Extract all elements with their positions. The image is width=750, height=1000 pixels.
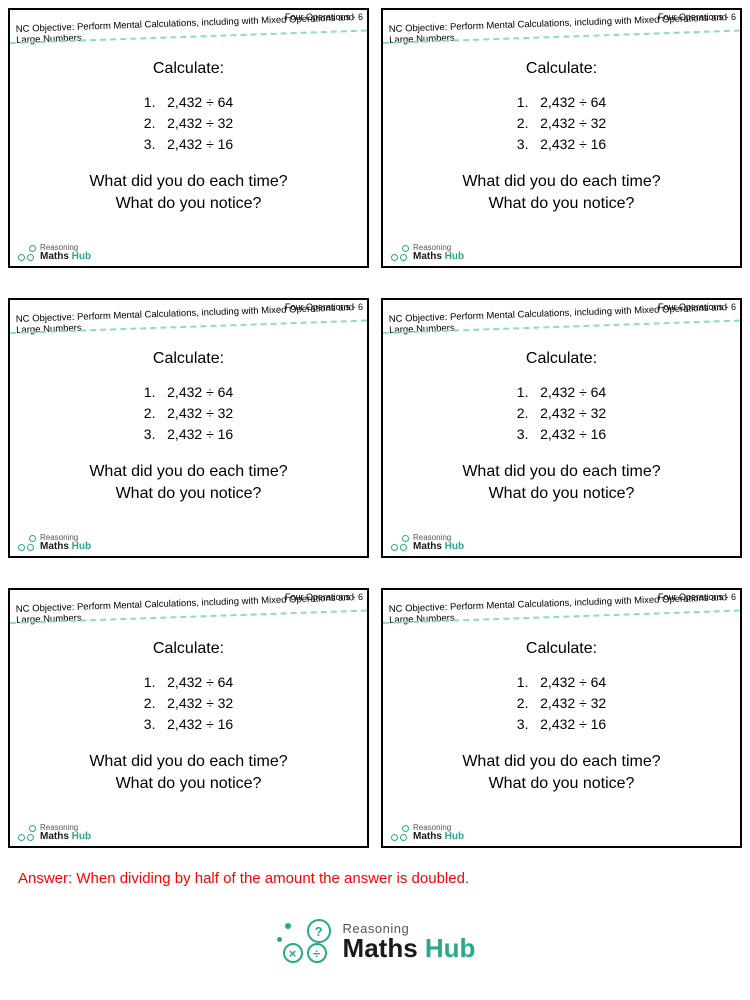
- prompt-line: What did you do each time?: [383, 171, 740, 193]
- problem-item: 3. 2,432 ÷ 16: [144, 424, 233, 445]
- worksheet-card: Four Operations - 6 NC Objective: Perfor…: [381, 8, 742, 268]
- calculate-title: Calculate:: [10, 640, 367, 658]
- logo-icon: [389, 535, 409, 551]
- card-body: Calculate: 1. 2,432 ÷ 64 2. 2,432 ÷ 32 3…: [10, 640, 367, 794]
- problem-list: 1. 2,432 ÷ 64 2. 2,432 ÷ 32 3. 2,432 ÷ 1…: [144, 382, 233, 445]
- card-body: Calculate: 1. 2,432 ÷ 64 2. 2,432 ÷ 32 3…: [10, 350, 367, 504]
- problem-item: 3. 2,432 ÷ 16: [517, 134, 606, 155]
- problem-list: 1. 2,432 ÷ 64 2. 2,432 ÷ 32 3. 2,432 ÷ 1…: [517, 672, 606, 735]
- problem-item: 1. 2,432 ÷ 64: [144, 382, 233, 403]
- brand-logo-large: ? × ÷ Reasoning Maths Hub: [8, 917, 742, 970]
- problem-item: 2. 2,432 ÷ 32: [517, 403, 606, 424]
- problem-item: 1. 2,432 ÷ 64: [144, 672, 233, 693]
- logo-icon: [16, 825, 36, 841]
- worksheet-card: Four Operations - 6 NC Objective: Perfor…: [8, 8, 369, 268]
- logo-icon: [389, 825, 409, 841]
- cards-grid: Four Operations - 6 NC Objective: Perfor…: [8, 8, 742, 848]
- logo-icon: [16, 535, 36, 551]
- prompts: What did you do each time? What do you n…: [383, 461, 740, 504]
- prompts: What did you do each time? What do you n…: [383, 751, 740, 794]
- worksheet-card: Four Operations - 6 NC Objective: Perfor…: [381, 588, 742, 848]
- prompt-line: What did you do each time?: [10, 171, 367, 193]
- calculate-title: Calculate:: [383, 640, 740, 658]
- card-body: Calculate: 1. 2,432 ÷ 64 2. 2,432 ÷ 32 3…: [383, 640, 740, 794]
- problem-item: 2. 2,432 ÷ 32: [517, 693, 606, 714]
- worksheet-card: Four Operations - 6 NC Objective: Perfor…: [8, 588, 369, 848]
- prompt-line: What do you notice?: [383, 193, 740, 215]
- problem-item: 2. 2,432 ÷ 32: [144, 113, 233, 134]
- problem-item: 3. 2,432 ÷ 16: [144, 714, 233, 735]
- logo-text: Reasoning Maths Hub: [40, 244, 91, 262]
- brand-logo-small: Reasoning Maths Hub: [16, 534, 91, 552]
- problem-item: 1. 2,432 ÷ 64: [517, 92, 606, 113]
- answer-text: Answer: When dividing by half of the amo…: [8, 870, 742, 887]
- prompt-line: What do you notice?: [10, 193, 367, 215]
- logo-text: Reasoning Maths Hub: [40, 534, 91, 552]
- prompt-line: What did you do each time?: [10, 461, 367, 483]
- problem-list: 1. 2,432 ÷ 64 2. 2,432 ÷ 32 3. 2,432 ÷ 1…: [144, 92, 233, 155]
- problem-list: 1. 2,432 ÷ 64 2. 2,432 ÷ 32 3. 2,432 ÷ 1…: [517, 382, 606, 445]
- prompt-line: What did you do each time?: [10, 751, 367, 773]
- problem-item: 2. 2,432 ÷ 32: [517, 113, 606, 134]
- calculate-title: Calculate:: [10, 350, 367, 368]
- card-body: Calculate: 1. 2,432 ÷ 64 2. 2,432 ÷ 32 3…: [10, 60, 367, 214]
- logo-icon: [16, 245, 36, 261]
- logo-text: Reasoning Maths Hub: [40, 824, 91, 842]
- logo-icon: [389, 245, 409, 261]
- prompts: What did you do each time? What do you n…: [383, 171, 740, 214]
- brand-logo-small: Reasoning Maths Hub: [389, 824, 464, 842]
- card-body: Calculate: 1. 2,432 ÷ 64 2. 2,432 ÷ 32 3…: [383, 60, 740, 214]
- card-body: Calculate: 1. 2,432 ÷ 64 2. 2,432 ÷ 32 3…: [383, 350, 740, 504]
- logo-icon: ? × ÷: [275, 917, 333, 965]
- problem-item: 3. 2,432 ÷ 16: [144, 134, 233, 155]
- logo-text: Reasoning Maths Hub: [413, 244, 464, 262]
- prompts: What did you do each time? What do you n…: [10, 461, 367, 504]
- prompt-line: What did you do each time?: [383, 461, 740, 483]
- problem-item: 3. 2,432 ÷ 16: [517, 714, 606, 735]
- problem-item: 2. 2,432 ÷ 32: [144, 693, 233, 714]
- calculate-title: Calculate:: [383, 350, 740, 368]
- prompts: What did you do each time? What do you n…: [10, 751, 367, 794]
- brand-logo-small: Reasoning Maths Hub: [389, 534, 464, 552]
- prompt-line: What do you notice?: [10, 773, 367, 795]
- brand-logo-small: Reasoning Maths Hub: [16, 244, 91, 262]
- brand-logo-small: Reasoning Maths Hub: [16, 824, 91, 842]
- prompt-line: What do you notice?: [383, 483, 740, 505]
- calculate-title: Calculate:: [383, 60, 740, 78]
- prompt-line: What do you notice?: [383, 773, 740, 795]
- problem-item: 2. 2,432 ÷ 32: [144, 403, 233, 424]
- brand-logo-small: Reasoning Maths Hub: [389, 244, 464, 262]
- logo-text: Reasoning Maths Hub: [413, 534, 464, 552]
- problem-list: 1. 2,432 ÷ 64 2. 2,432 ÷ 32 3. 2,432 ÷ 1…: [144, 672, 233, 735]
- problem-item: 1. 2,432 ÷ 64: [517, 672, 606, 693]
- calculate-title: Calculate:: [10, 60, 367, 78]
- prompt-line: What do you notice?: [10, 483, 367, 505]
- worksheet-card: Four Operations - 6 NC Objective: Perfor…: [8, 298, 369, 558]
- problem-item: 1. 2,432 ÷ 64: [517, 382, 606, 403]
- prompt-line: What did you do each time?: [383, 751, 740, 773]
- prompts: What did you do each time? What do you n…: [10, 171, 367, 214]
- worksheet-card: Four Operations - 6 NC Objective: Perfor…: [381, 298, 742, 558]
- logo-text: Reasoning Maths Hub: [343, 922, 476, 961]
- problem-item: 1. 2,432 ÷ 64: [144, 92, 233, 113]
- problem-item: 3. 2,432 ÷ 16: [517, 424, 606, 445]
- problem-list: 1. 2,432 ÷ 64 2. 2,432 ÷ 32 3. 2,432 ÷ 1…: [517, 92, 606, 155]
- logo-text: Reasoning Maths Hub: [413, 824, 464, 842]
